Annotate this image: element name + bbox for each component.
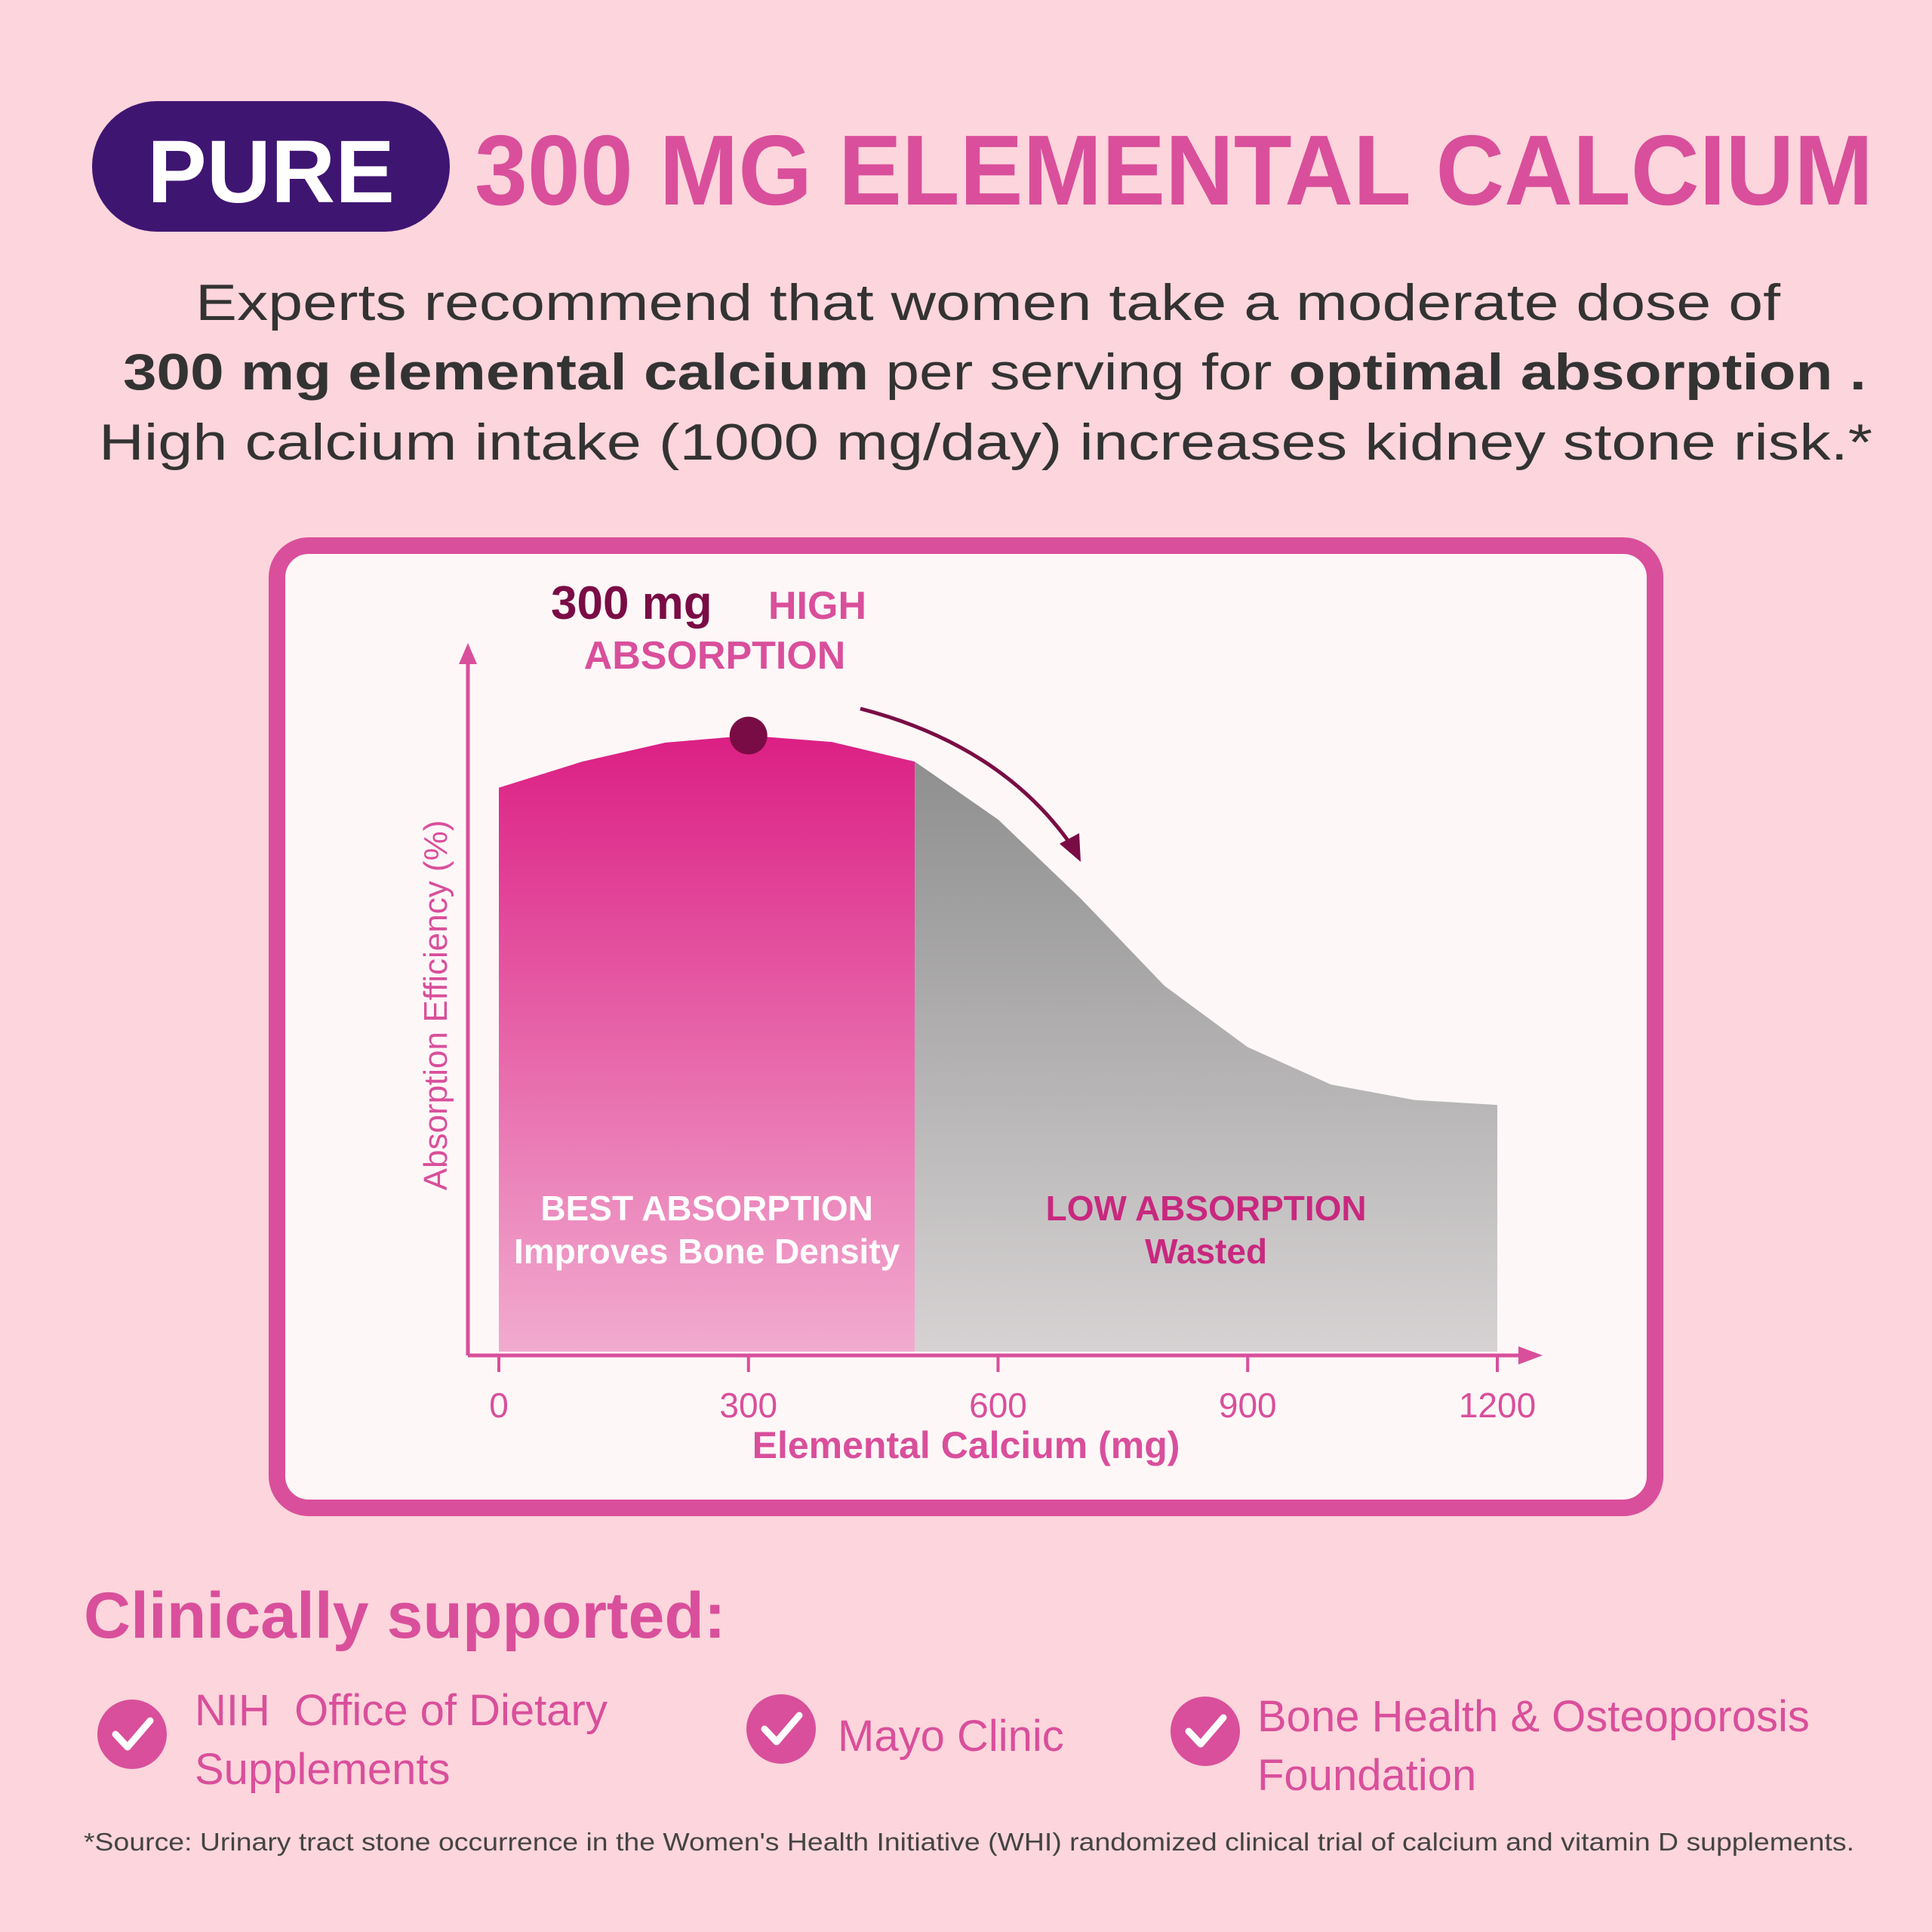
check-mark [112,1717,154,1751]
x-tick-label: 600 [969,1386,1027,1425]
badge-text: PURE [147,122,395,222]
footnote: *Source: Urinary tract stone occurrence … [84,1828,1854,1856]
check-circle [1171,1697,1240,1766]
annotation: ABSORPTION [584,634,846,678]
area [499,735,915,1352]
annotation-arrow [860,706,1078,853]
x-tick-label: 0 [489,1386,509,1425]
annotation: HIGH [768,584,866,628]
item-box: Mayo Clinic [838,1712,1064,1761]
annotation-bold: 300 mg [551,577,712,629]
x-axis-arrow [1518,1346,1543,1364]
region-title: LOW ABSORPTION [1046,1189,1367,1228]
check-circle [746,1694,816,1764]
check-mark [1185,1714,1227,1748]
intro-line: Experts recommend that women take a mode… [195,274,1780,331]
supported-item: NIH Office of Dietary Supplements [195,1686,620,1794]
check-mark [761,1712,803,1746]
x-tick-label: 900 [1219,1386,1277,1425]
intro-bold: 300 mg elemental calcium [123,343,869,401]
y-axis-label: Absorption Efficiency (%) [417,820,454,1191]
peak-dot [729,716,768,755]
supported-title: Clinically supported: [84,1580,726,1652]
intro-line: 300 mg elemental calcium per serving for… [123,343,1866,401]
x-axis-label: Elemental Calcium (mg) [752,1424,1180,1466]
check-circle [97,1700,167,1769]
supported-list: NIH Office of Dietary Supplements Mayo Cl… [97,1686,1822,1800]
region-title: BEST ABSORPTION [540,1189,872,1228]
area [915,761,1497,1352]
item-box: Bone Health & Osteoporosis Foundation [1257,1692,1822,1800]
region-text: Wasted [1145,1232,1267,1271]
intro-text: per serving for [869,343,1288,401]
item-box: NIH Office of Dietary Supplements [195,1686,620,1794]
intro-bold: optimal absorption . [1289,343,1866,401]
x-tick-label: 1200 [1459,1386,1536,1425]
supported-item: Mayo Clinic [838,1712,1064,1761]
intro-line: High calcium intake (1000 mg/day) increa… [99,414,1872,471]
y-axis-arrow [459,643,477,664]
badge [92,101,450,232]
annotation-arrowhead [1060,833,1081,862]
region-text: Improves Bone Density [514,1232,900,1271]
supported-item: Bone Health & Osteoporosis Foundation [1257,1692,1822,1800]
title: 300 MG ELEMENTAL CALCIUM [475,115,1873,226]
chart: 0 300 600 900 1200 Elemental Calcium (mg) Abso… [417,577,1543,1466]
x-tick-label: 300 [719,1386,777,1425]
